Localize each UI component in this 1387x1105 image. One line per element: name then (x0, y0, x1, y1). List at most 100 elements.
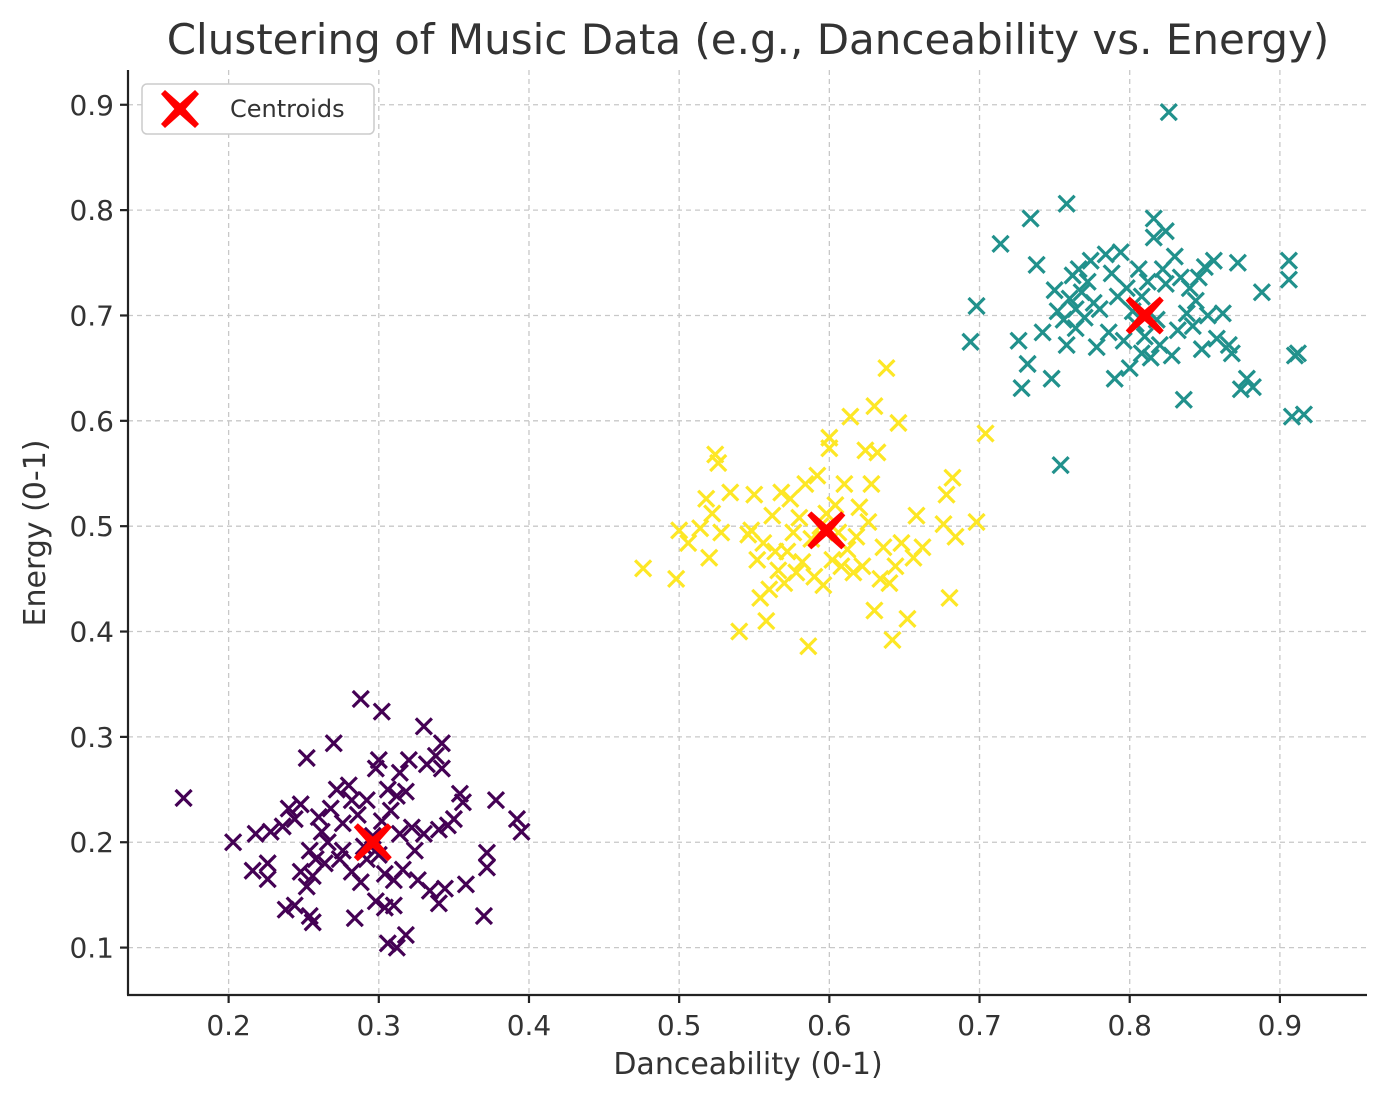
x-tick-label: 0.3 (357, 1009, 402, 1042)
data-point (1102, 264, 1121, 283)
data-point (874, 538, 893, 557)
data-point (324, 734, 343, 753)
legend-centroid-marker (161, 90, 199, 128)
data-point (369, 750, 388, 770)
data-point (297, 748, 316, 768)
data-point (174, 788, 193, 808)
data-point (1144, 228, 1163, 247)
x-tick-label: 0.7 (957, 1009, 1002, 1042)
data-point (1111, 243, 1130, 262)
data-point (1207, 329, 1226, 348)
data-point (1288, 344, 1308, 363)
data-point (426, 746, 446, 765)
data-point (303, 913, 322, 932)
data-point (880, 573, 899, 593)
data-point (318, 833, 337, 852)
chart-title: Clustering of Music Data (e.g., Danceabi… (167, 15, 1330, 64)
data-point (333, 841, 352, 860)
data-point (1222, 344, 1241, 363)
y-tick-label: 0.5 (69, 510, 114, 543)
data-point (790, 508, 809, 527)
data-point (961, 332, 980, 351)
data-point (321, 799, 340, 818)
data-point (862, 474, 881, 494)
data-point (1141, 348, 1160, 367)
data-point (868, 443, 887, 462)
data-point (306, 849, 325, 869)
data-point (799, 637, 818, 656)
data-point (285, 896, 304, 915)
data-point (1279, 251, 1299, 270)
data-point (258, 854, 277, 873)
data-point (1078, 272, 1097, 291)
data-point (633, 559, 653, 578)
data-point (1075, 308, 1094, 327)
data-point (432, 734, 452, 753)
data-point (667, 569, 686, 588)
data-point (850, 498, 869, 517)
y-tick-label: 0.2 (69, 826, 114, 859)
data-point (1195, 257, 1214, 277)
data-point (1012, 379, 1031, 398)
data-point (1279, 270, 1299, 289)
data-point (390, 824, 409, 843)
data-point (1162, 346, 1181, 365)
data-point (1051, 455, 1070, 475)
data-point (865, 396, 884, 416)
data-point (1189, 268, 1208, 287)
data-point (1213, 304, 1232, 323)
data-point (312, 822, 331, 841)
data-point (907, 506, 926, 525)
data-point (477, 843, 497, 862)
data-point (1042, 369, 1061, 388)
data-point (1204, 251, 1223, 270)
data-point (745, 485, 764, 504)
data-point (1027, 255, 1046, 275)
data-point (1087, 337, 1106, 357)
data-point (381, 801, 400, 820)
data-point (372, 702, 391, 721)
data-point (396, 782, 415, 801)
data-point (1096, 245, 1115, 264)
data-point (1057, 335, 1076, 355)
data-point (898, 609, 917, 629)
data-point (784, 523, 803, 542)
legend-box (141, 83, 375, 135)
y-tick-label: 0.6 (69, 405, 114, 438)
data-point (444, 809, 464, 829)
data-point (1174, 390, 1193, 409)
data-point (1294, 405, 1314, 424)
y-tick-label: 0.4 (69, 616, 114, 649)
data-point (793, 552, 812, 572)
centroid-marker (1125, 296, 1164, 335)
data-point (1114, 331, 1133, 350)
data-point (429, 820, 449, 839)
data-point (841, 407, 860, 426)
data-point (832, 557, 851, 576)
data-point (405, 841, 424, 860)
data-point (315, 854, 334, 873)
data-point (357, 790, 376, 810)
y-tick-label: 0.3 (69, 721, 114, 754)
data-point (276, 900, 295, 919)
data-point (1243, 377, 1262, 397)
data-point (1135, 327, 1154, 346)
data-point (808, 466, 827, 485)
data-point (826, 495, 845, 515)
data-point (1177, 304, 1196, 323)
data-points (174, 103, 1314, 957)
data-point (853, 557, 872, 576)
data-point (297, 877, 316, 896)
data-point (1192, 340, 1211, 359)
data-point (754, 533, 773, 553)
data-point (1159, 103, 1178, 122)
data-point (943, 468, 962, 487)
x-tick-label: 0.5 (657, 1009, 702, 1042)
data-point (396, 925, 415, 945)
data-point (453, 793, 473, 812)
data-point (223, 833, 243, 852)
data-point (1021, 209, 1040, 228)
data-point (512, 822, 531, 841)
data-point (402, 818, 421, 837)
data-point (820, 428, 839, 447)
